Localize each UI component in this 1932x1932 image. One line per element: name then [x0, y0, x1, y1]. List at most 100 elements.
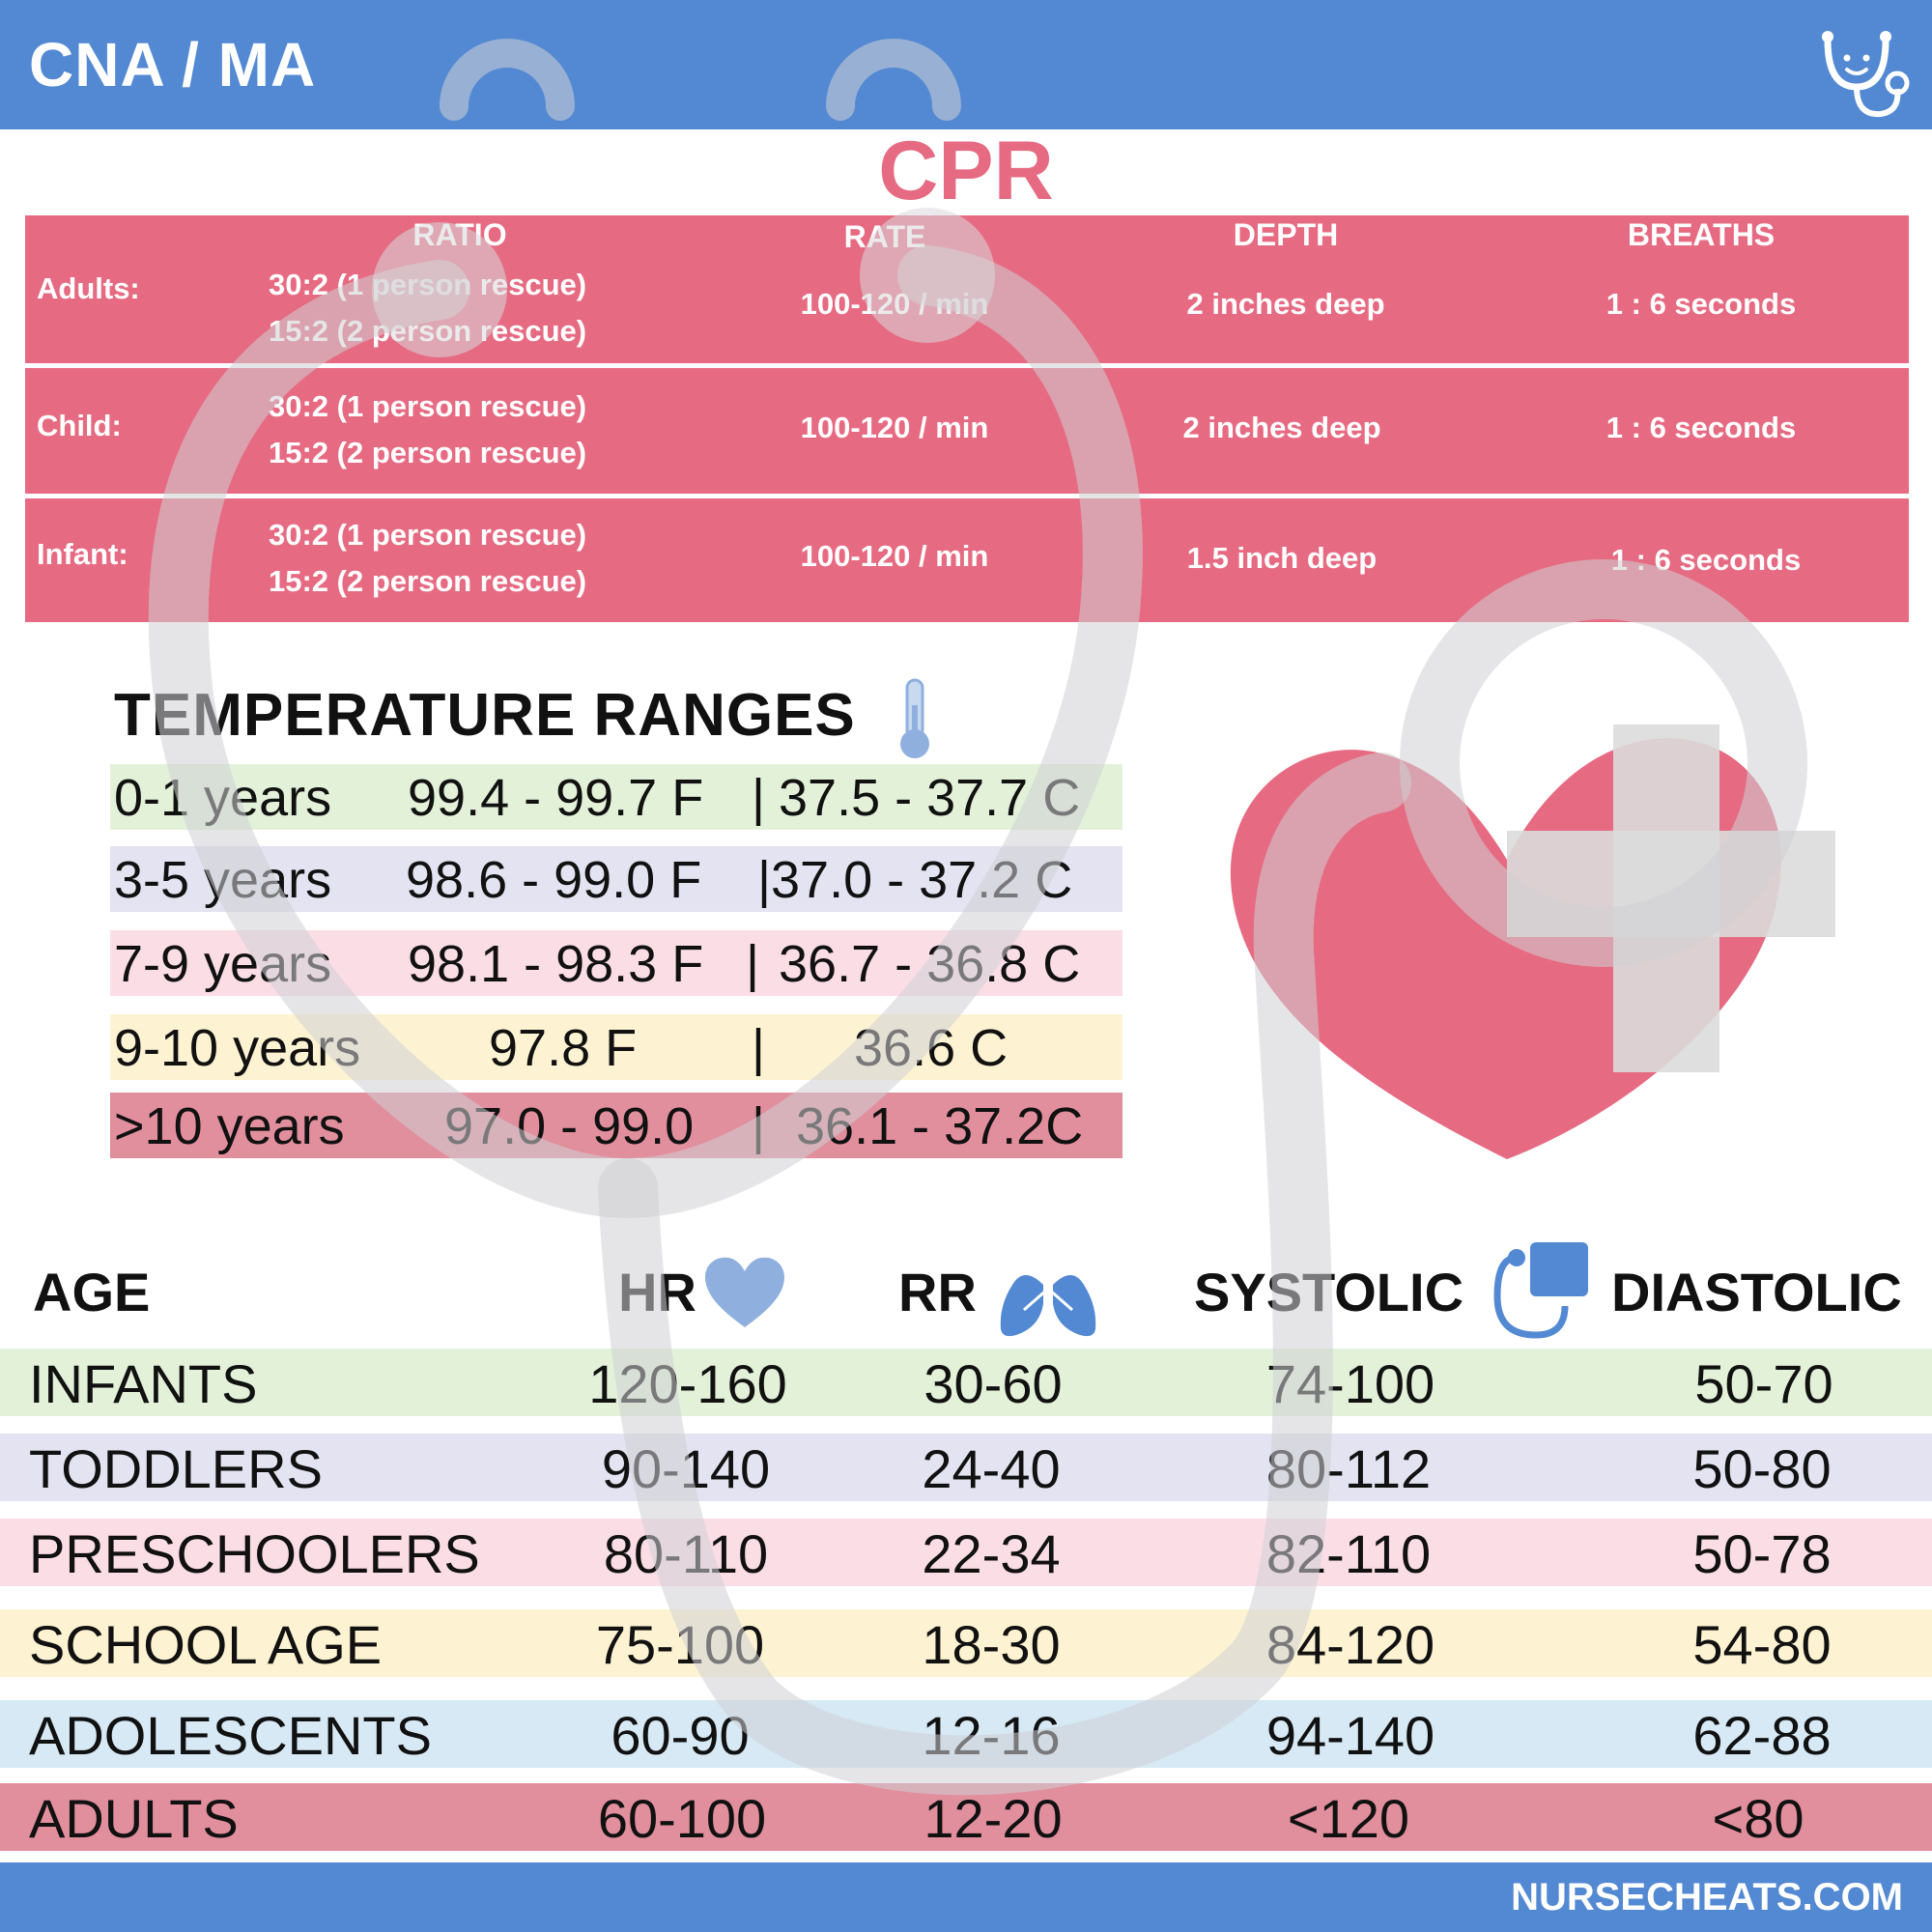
vitals-diastolic: <80: [1712, 1788, 1804, 1849]
temp-separator: |: [757, 851, 772, 909]
temp-age: 7-9 years: [114, 935, 332, 993]
cpr-rate: 100-120 / min: [800, 411, 989, 444]
heart-icon: [705, 1257, 784, 1327]
vitals-hr: 60-90: [611, 1705, 750, 1766]
temp-age: 3-5 years: [114, 851, 332, 909]
temp-fahrenheit: 99.4 - 99.7 F: [408, 769, 704, 827]
footer-site: NURSECHEATS.COM: [1511, 1876, 1903, 1918]
vitals-diastolic: 50-78: [1692, 1523, 1832, 1584]
vitals-row: ADOLESCENTS 60-90 12-16 94-140 62-88: [0, 1700, 1932, 1768]
temp-row: 7-9 years 98.1 - 98.3 F | 36.7 - 36.8 C: [110, 930, 1122, 996]
temp-celsius: 36.7 - 36.8 C: [779, 935, 1081, 993]
vitals-header-rr: RR: [898, 1262, 977, 1322]
blood-pressure-cuff-icon: [1493, 1242, 1588, 1339]
cpr-header-ratio: RATIO: [412, 217, 507, 252]
temp-age: >10 years: [114, 1097, 345, 1155]
lungs-icon: [1000, 1250, 1096, 1337]
vitals-systolic: 84-120: [1265, 1614, 1435, 1675]
vitals-systolic: 80-112: [1265, 1438, 1432, 1499]
vitals-age: PRESCHOOLERS: [29, 1523, 480, 1584]
header-bar: [0, 0, 1932, 129]
cpr-ratio-1: 30:2 (1 person rescue): [269, 518, 587, 552]
vitals-header-diastolic: DIASTOLIC: [1611, 1262, 1902, 1322]
temp-celsius: 37.0 - 37.2 C: [771, 851, 1073, 909]
temp-age: 9-10 years: [114, 1019, 361, 1077]
vitals-hr: 120-160: [588, 1353, 787, 1414]
cpr-title: CPR: [878, 125, 1054, 217]
cpr-ratio-2: 15:2 (2 person rescue): [269, 564, 587, 598]
vitals-diastolic: 50-70: [1694, 1353, 1833, 1414]
vitals-age: ADULTS: [29, 1788, 239, 1849]
cpr-ratio-1: 30:2 (1 person rescue): [269, 268, 587, 301]
cpr-label-adults: Adults:: [37, 271, 140, 305]
temp-celsius: 37.5 - 37.7 C: [779, 769, 1081, 827]
cpr-depth: 1.5 inch deep: [1186, 541, 1378, 575]
vitals-age: ADOLESCENTS: [29, 1705, 432, 1766]
cpr-header-breaths: BREATHS: [1627, 217, 1776, 252]
temp-row: >10 years 97.0 - 99.0 | 36.1 - 37.2C: [110, 1093, 1122, 1158]
heart-with-cross-icon: [1230, 724, 1835, 1159]
vitals-header-age: AGE: [33, 1262, 151, 1322]
temp-fahrenheit: 97.8 F: [489, 1019, 638, 1077]
cpr-breaths: 1 : 6 seconds: [1610, 543, 1802, 577]
vitals-rr: 22-34: [922, 1523, 1061, 1584]
vitals-hr: 80-110: [603, 1523, 769, 1584]
temp-separator: |: [752, 769, 766, 827]
vitals-row: SCHOOL AGE 75-100 18-30 84-120 54-80: [0, 1609, 1932, 1677]
vitals-diastolic: 54-80: [1692, 1614, 1832, 1675]
temp-celsius: 36.6 C: [854, 1019, 1009, 1077]
cpr-label-infant: Infant:: [37, 537, 128, 571]
cpr-rate: 100-120 / min: [800, 287, 989, 321]
temp-separator: |: [752, 1097, 766, 1155]
vitals-systolic: 82-110: [1265, 1523, 1432, 1584]
temp-celsius: 36.1 - 37.2C: [796, 1097, 1084, 1155]
vitals-rr: 18-30: [922, 1614, 1061, 1675]
temp-fahrenheit: 98.1 - 98.3 F: [408, 935, 704, 993]
temp-fahrenheit: 97.0 - 99.0: [444, 1097, 695, 1155]
temperature-title: TEMPERATURE RANGES: [114, 682, 856, 749]
temp-separator: |: [746, 935, 760, 993]
cpr-ratio-2: 15:2 (2 person rescue): [269, 314, 587, 348]
vitals-diastolic: 50-80: [1692, 1438, 1832, 1499]
vitals-age: SCHOOL AGE: [29, 1614, 383, 1675]
footer-bar: [0, 1862, 1932, 1932]
cpr-breaths: 1 : 6 seconds: [1605, 411, 1797, 444]
vitals-hr: 75-100: [595, 1614, 765, 1675]
vitals-rr: 30-60: [923, 1353, 1063, 1414]
vitals-hr: 60-100: [597, 1788, 767, 1849]
vitals-age: INFANTS: [29, 1353, 258, 1414]
temp-age: 0-1 years: [114, 769, 332, 827]
thermometer-icon: [900, 678, 929, 758]
stethoscope-smile-icon: [1822, 31, 1910, 118]
cpr-rate: 100-120 / min: [800, 539, 989, 573]
cpr-row-child: Child: 30:2 (1 person rescue) 15:2 (2 pe…: [25, 368, 1909, 494]
temp-row: 0-1 years 99.4 - 99.7 F | 37.5 - 37.7 C: [110, 764, 1122, 830]
vitals-row: INFANTS 120-160 30-60 74-100 50-70: [0, 1349, 1932, 1416]
cpr-row-adults: RATIO RATE DEPTH BREATHS Adults: 30:2 (1…: [25, 215, 1909, 363]
vitals-row: PRESCHOOLERS 80-110 22-34 82-110 50-78: [0, 1519, 1932, 1586]
cpr-header-rate: RATE: [843, 219, 926, 254]
page-title: CNA / MA: [29, 30, 317, 99]
vitals-systolic: 94-140: [1265, 1705, 1435, 1766]
vitals-row: ADULTS 60-100 12-20 <120 <80: [0, 1783, 1932, 1851]
vitals-rr: 12-16: [922, 1705, 1061, 1766]
temp-row: 9-10 years 97.8 F | 36.6 C: [110, 1014, 1122, 1080]
cpr-ratio-2: 15:2 (2 person rescue): [269, 436, 587, 469]
vitals-diastolic: 62-88: [1692, 1705, 1832, 1766]
vitals-systolic: <120: [1287, 1788, 1410, 1849]
temp-fahrenheit: 98.6 - 99.0 F: [406, 851, 702, 909]
vitals-hr: 90-140: [601, 1438, 771, 1499]
cpr-row-infant: Infant: 30:2 (1 person rescue) 15:2 (2 p…: [25, 498, 1909, 622]
cpr-breaths: 1 : 6 seconds: [1605, 287, 1797, 321]
temp-separator: |: [752, 1019, 766, 1077]
vitals-rr: 24-40: [922, 1438, 1061, 1499]
cpr-ratio-1: 30:2 (1 person rescue): [269, 389, 587, 423]
cpr-label-child: Child:: [37, 409, 122, 442]
cpr-depth: 2 inches deep: [1182, 411, 1381, 444]
vitals-systolic: 74-100: [1265, 1353, 1435, 1414]
cpr-header-depth: DEPTH: [1233, 217, 1339, 252]
vitals-rr: 12-20: [923, 1788, 1063, 1849]
vitals-header-hr: HR: [618, 1262, 696, 1322]
temp-row: 3-5 years 98.6 - 99.0 F | 37.0 - 37.2 C: [110, 846, 1122, 912]
vitals-header-systolic: SYSTOLIC: [1194, 1262, 1464, 1322]
